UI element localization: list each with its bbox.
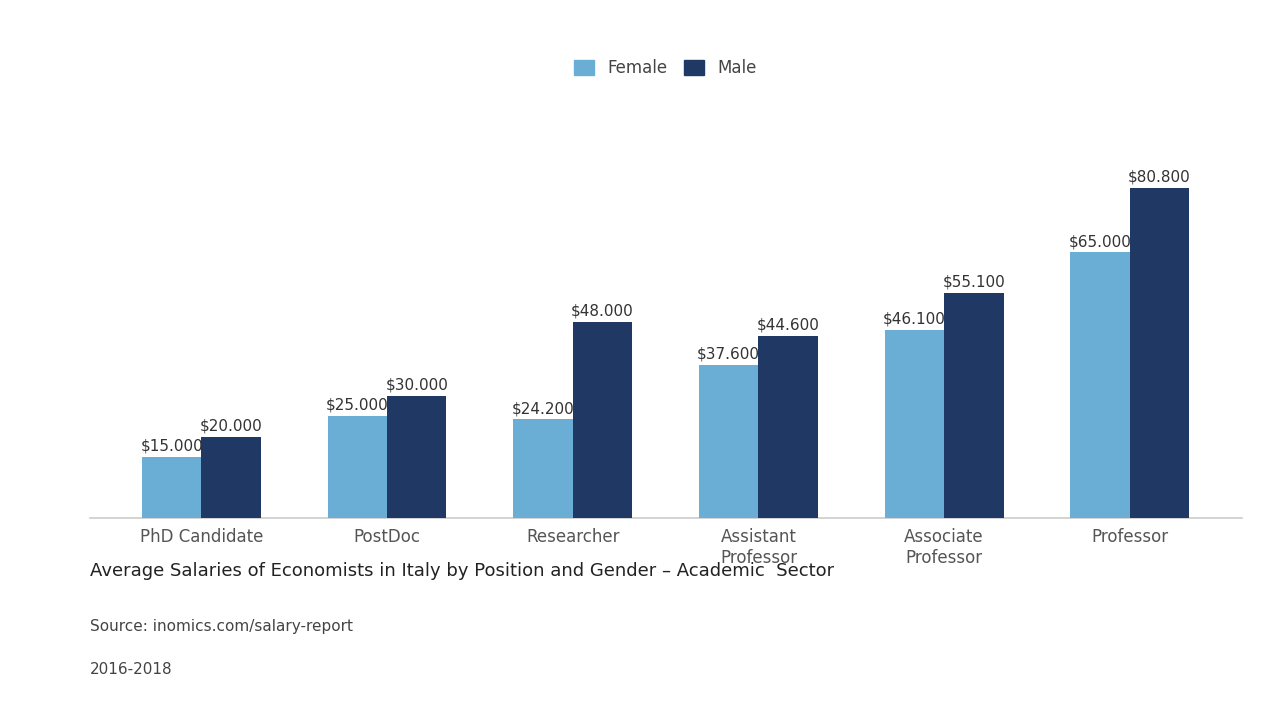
Text: $37.600: $37.600 [698, 346, 760, 361]
Text: Average Salaries of Economists in Italy by Position and Gender – Academic  Secto: Average Salaries of Economists in Italy … [90, 562, 833, 580]
Text: $46.100: $46.100 [883, 312, 946, 326]
Text: $65.000: $65.000 [1069, 234, 1132, 249]
Bar [572, 322, 632, 518]
Text: $48.000: $48.000 [571, 304, 634, 319]
Bar [1130, 188, 1189, 518]
Bar [142, 457, 201, 518]
Text: $15.000: $15.000 [141, 438, 204, 454]
Text: $20.000: $20.000 [200, 418, 262, 433]
Bar [759, 336, 818, 518]
Bar [387, 395, 447, 518]
Bar [1070, 253, 1130, 518]
Text: 2016-2018: 2016-2018 [90, 662, 173, 678]
Text: $55.100: $55.100 [942, 274, 1005, 289]
Bar [328, 416, 387, 518]
Text: $25.000: $25.000 [326, 398, 389, 413]
Text: $30.000: $30.000 [385, 377, 448, 392]
Text: Source: inomics.com/salary-report: Source: inomics.com/salary-report [90, 619, 352, 634]
Bar [201, 436, 261, 518]
Text: $24.200: $24.200 [512, 401, 575, 416]
Text: $44.600: $44.600 [756, 318, 819, 333]
Text: $80.800: $80.800 [1128, 169, 1190, 184]
Bar [945, 293, 1004, 518]
Bar [699, 364, 759, 518]
Bar [513, 419, 572, 518]
Bar [884, 330, 945, 518]
Legend: Female, Male: Female, Male [567, 53, 764, 84]
